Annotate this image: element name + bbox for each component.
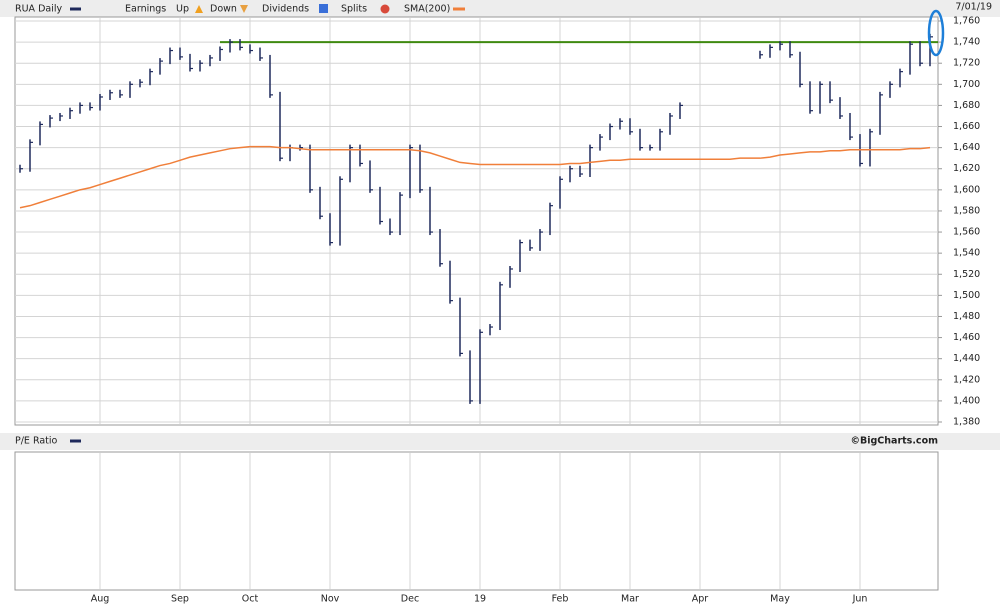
- y-tick-label: 1,480: [953, 311, 980, 322]
- legend-label: Earnings: [125, 4, 166, 15]
- y-tick-label: 1,580: [953, 205, 980, 216]
- x-tick-label: Mar: [621, 594, 639, 605]
- legend-label: SMA(200): [404, 4, 450, 15]
- x-tick-label: Sep: [171, 594, 189, 605]
- y-tick-label: 1,500: [953, 290, 980, 301]
- credit: ©BigCharts.com: [851, 436, 939, 447]
- x-tick-label: Jun: [852, 594, 868, 605]
- y-tick-label: 1,400: [953, 395, 980, 406]
- y-tick-label: 1,660: [953, 121, 980, 132]
- y-tick-label: 1,440: [953, 353, 980, 364]
- legend-label: Up: [176, 4, 189, 15]
- x-tick-label: 19: [474, 594, 486, 605]
- x-tick-label: Dec: [401, 594, 419, 605]
- y-tick-label: 1,560: [953, 227, 980, 238]
- y-tick-label: 1,540: [953, 248, 980, 259]
- x-tick-label: Aug: [91, 594, 110, 605]
- sma-line: [19, 145, 931, 209]
- y-tick-label: 1,680: [953, 100, 980, 111]
- x-tick-label: Nov: [321, 594, 340, 605]
- y-tick-label: 1,380: [953, 417, 980, 428]
- lower-header-band: [0, 433, 1000, 450]
- y-tick-label: 1,740: [953, 37, 980, 48]
- x-tick-label: May: [770, 594, 790, 605]
- earnings-up-icon: [195, 5, 203, 13]
- header-band: [0, 0, 1000, 17]
- legend-label: Down: [210, 4, 237, 15]
- legend-label: Dividends: [262, 4, 309, 15]
- legend-label: Splits: [341, 4, 367, 15]
- pe-panel: [14, 451, 939, 591]
- x-tick-label: Feb: [552, 594, 569, 605]
- y-tick-label: 1,520: [953, 269, 980, 280]
- y-tick-label: 1,640: [953, 142, 980, 153]
- price-panel: [14, 16, 939, 426]
- highlight-ellipse: [927, 9, 945, 57]
- x-tick-label: Apr: [692, 594, 709, 605]
- legend-label: RUA Daily: [15, 4, 62, 15]
- y-tick-label: 1,420: [953, 374, 980, 385]
- y-tick-label: 1,700: [953, 79, 980, 90]
- lower-panel-title: P/E Ratio: [15, 436, 58, 447]
- dividend-icon: [319, 4, 328, 13]
- x-tick-label: Oct: [242, 594, 259, 605]
- date-label: 7/01/19: [955, 2, 992, 13]
- y-tick-label: 1,720: [953, 58, 980, 69]
- y-tick-label: 1,600: [953, 184, 980, 195]
- y-tick-label: 1,760: [953, 16, 980, 27]
- y-tick-label: 1,620: [953, 163, 980, 174]
- y-tick-label: 1,460: [953, 332, 980, 343]
- split-icon: [380, 4, 390, 14]
- earnings-down-icon: [240, 5, 248, 13]
